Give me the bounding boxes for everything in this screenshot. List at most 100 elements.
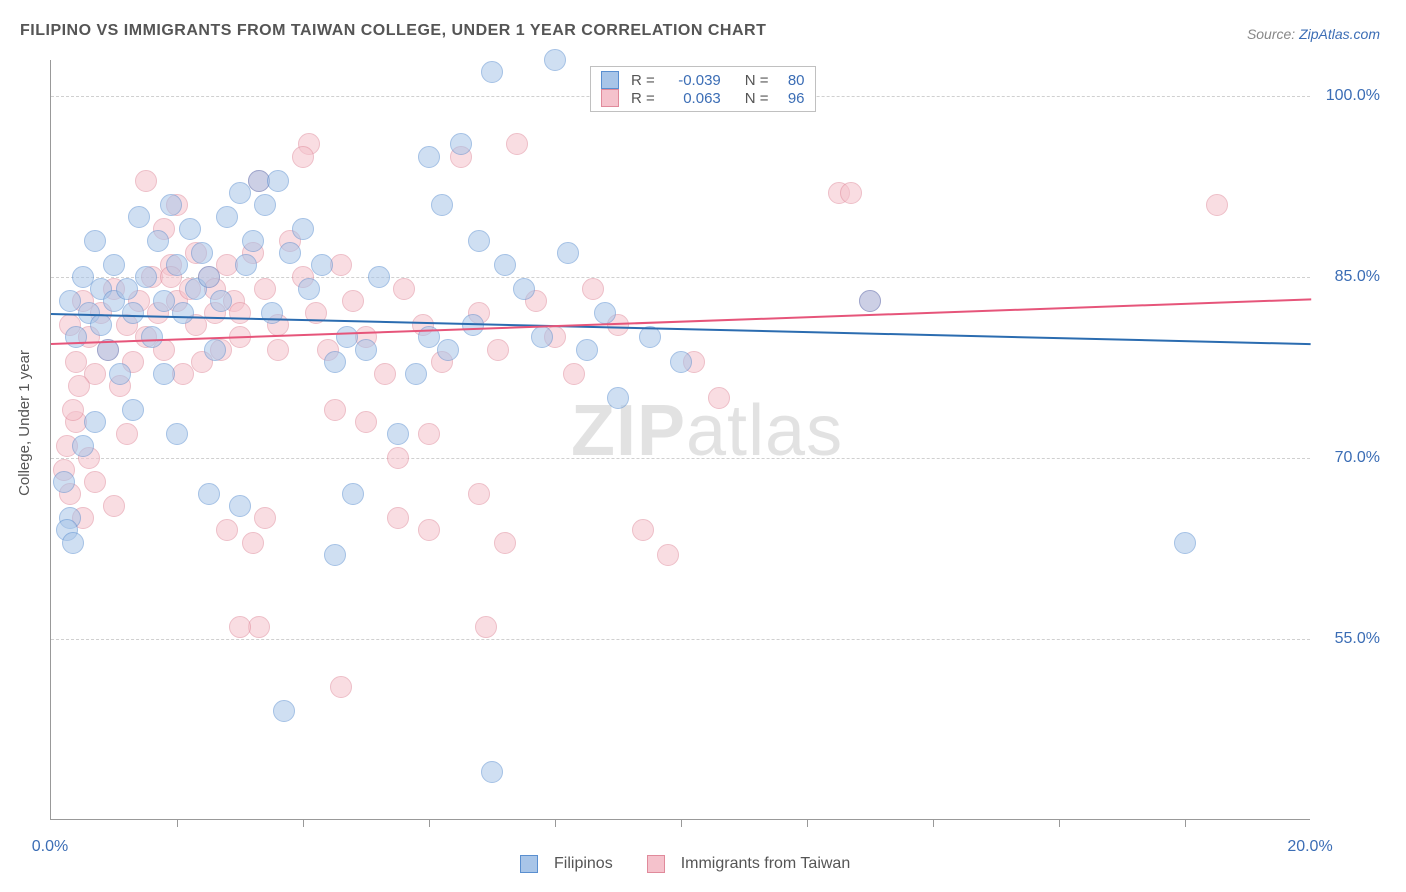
n-label: N = <box>745 90 769 107</box>
scatter-point-taiwan <box>242 532 264 554</box>
scatter-point-filipinos <box>267 170 289 192</box>
scatter-point-taiwan <box>172 363 194 385</box>
scatter-point-taiwan <box>267 339 289 361</box>
scatter-point-taiwan <box>229 302 251 324</box>
scatter-point-taiwan <box>657 544 679 566</box>
x-tick <box>933 819 934 827</box>
scatter-point-taiwan <box>355 411 377 433</box>
scatter-point-filipinos <box>639 326 661 348</box>
scatter-point-filipinos <box>179 218 201 240</box>
scatter-point-filipinos <box>210 290 232 312</box>
scatter-point-filipinos <box>298 278 320 300</box>
scatter-point-filipinos <box>859 290 881 312</box>
x-tick <box>1185 819 1186 827</box>
scatter-point-filipinos <box>468 230 490 252</box>
scatter-point-taiwan <box>506 133 528 155</box>
scatter-point-filipinos <box>191 242 213 264</box>
scatter-point-filipinos <box>594 302 616 324</box>
legend-swatch-taiwan <box>647 855 665 873</box>
y-tick-label: 70.0% <box>1335 449 1380 467</box>
scatter-point-filipinos <box>172 302 194 324</box>
scatter-point-filipinos <box>576 339 598 361</box>
scatter-point-filipinos <box>109 363 131 385</box>
scatter-point-taiwan <box>116 423 138 445</box>
scatter-point-filipinos <box>1174 532 1196 554</box>
scatter-point-taiwan <box>330 254 352 276</box>
source-prefix: Source: <box>1247 26 1299 42</box>
gridline <box>51 458 1310 459</box>
scatter-point-filipinos <box>481 761 503 783</box>
scatter-point-filipinos <box>450 133 472 155</box>
scatter-point-filipinos <box>122 399 144 421</box>
bottom-legend: Filipinos Immigrants from Taiwan <box>520 855 850 873</box>
scatter-point-filipinos <box>292 218 314 240</box>
r-label: R = <box>631 90 655 107</box>
scatter-point-filipinos <box>135 266 157 288</box>
scatter-point-filipinos <box>84 230 106 252</box>
scatter-point-filipinos <box>103 254 125 276</box>
scatter-point-filipinos <box>242 230 264 252</box>
scatter-point-taiwan <box>254 507 276 529</box>
scatter-point-taiwan <box>324 399 346 421</box>
scatter-point-filipinos <box>544 49 566 71</box>
stats-row-taiwan: R = 0.063 N = 96 <box>601 89 805 107</box>
y-axis-label: College, Under 1 year <box>16 350 33 496</box>
swatch-filipinos <box>601 71 619 89</box>
scatter-point-filipinos <box>84 411 106 433</box>
scatter-point-taiwan <box>103 495 125 517</box>
x-tick-label: 20.0% <box>1287 838 1332 856</box>
swatch-taiwan <box>601 89 619 107</box>
scatter-point-filipinos <box>254 194 276 216</box>
legend-swatch-filipinos <box>520 855 538 873</box>
scatter-point-filipinos <box>229 182 251 204</box>
x-tick <box>555 819 556 827</box>
scatter-point-filipinos <box>216 206 238 228</box>
gridline <box>51 639 1310 640</box>
scatter-point-taiwan <box>563 363 585 385</box>
scatter-point-filipinos <box>431 194 453 216</box>
scatter-point-taiwan <box>393 278 415 300</box>
chart-plot-area: ZIPatlas 55.0%70.0%85.0%100.0% <box>50 60 1310 820</box>
scatter-point-taiwan <box>487 339 509 361</box>
scatter-point-filipinos <box>437 339 459 361</box>
scatter-point-taiwan <box>387 447 409 469</box>
y-tick-label: 85.0% <box>1335 268 1380 286</box>
scatter-point-taiwan <box>632 519 654 541</box>
scatter-point-filipinos <box>72 435 94 457</box>
scatter-point-filipinos <box>160 194 182 216</box>
y-tick-label: 55.0% <box>1335 630 1380 648</box>
scatter-point-filipinos <box>273 700 295 722</box>
x-tick <box>681 819 682 827</box>
scatter-point-taiwan <box>248 616 270 638</box>
r-value-taiwan: 0.063 <box>661 90 721 107</box>
scatter-point-filipinos <box>153 363 175 385</box>
source-link[interactable]: ZipAtlas.com <box>1299 26 1380 42</box>
x-tick-label: 0.0% <box>32 838 68 856</box>
scatter-point-filipinos <box>355 339 377 361</box>
scatter-point-filipinos <box>65 326 87 348</box>
scatter-point-filipinos <box>494 254 516 276</box>
scatter-point-filipinos <box>204 339 226 361</box>
scatter-point-filipinos <box>62 532 84 554</box>
scatter-point-filipinos <box>324 351 346 373</box>
x-tick <box>303 819 304 827</box>
scatter-point-taiwan <box>68 375 90 397</box>
stats-row-filipinos: R = -0.039 N = 80 <box>601 71 805 89</box>
scatter-point-filipinos <box>122 302 144 324</box>
scatter-point-filipinos <box>147 230 169 252</box>
scatter-point-filipinos <box>387 423 409 445</box>
scatter-point-taiwan <box>418 423 440 445</box>
scatter-point-filipinos <box>311 254 333 276</box>
scatter-point-filipinos <box>166 254 188 276</box>
scatter-point-filipinos <box>418 146 440 168</box>
scatter-point-taiwan <box>342 290 364 312</box>
scatter-point-taiwan <box>62 399 84 421</box>
r-label: R = <box>631 72 655 89</box>
scatter-point-taiwan <box>387 507 409 529</box>
scatter-point-taiwan <box>292 146 314 168</box>
legend-label-filipinos: Filipinos <box>554 855 613 873</box>
y-tick-label: 100.0% <box>1326 87 1380 105</box>
scatter-point-taiwan <box>468 483 490 505</box>
scatter-point-taiwan <box>135 170 157 192</box>
source-attribution: Source: ZipAtlas.com <box>1247 26 1380 42</box>
